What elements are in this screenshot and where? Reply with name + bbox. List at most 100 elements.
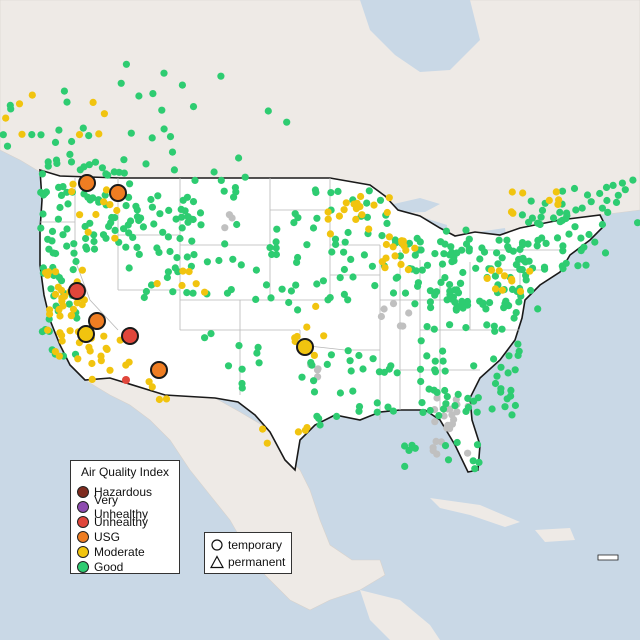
marker-good[interactable] <box>431 250 439 258</box>
marker-good[interactable] <box>473 441 482 449</box>
marker-good[interactable] <box>0 131 7 139</box>
marker-moderate[interactable] <box>519 189 527 197</box>
marker-good[interactable] <box>538 234 546 242</box>
marker-good[interactable] <box>44 162 52 170</box>
marker-moderate[interactable] <box>335 212 343 220</box>
marker-good[interactable] <box>168 148 177 156</box>
marker-moderate[interactable] <box>303 424 311 432</box>
marker-good[interactable] <box>501 403 509 411</box>
marker-good[interactable] <box>291 210 299 218</box>
marker-no-data[interactable] <box>448 420 456 428</box>
marker-good[interactable] <box>188 237 196 245</box>
marker-good[interactable] <box>67 158 76 166</box>
marker-good[interactable] <box>253 349 261 357</box>
marker-good[interactable] <box>360 251 368 259</box>
marker-no-data[interactable] <box>405 309 413 317</box>
marker-moderate[interactable] <box>106 201 114 209</box>
marker-good[interactable] <box>582 261 590 269</box>
marker-good[interactable] <box>104 171 112 179</box>
marker-good[interactable] <box>125 264 133 272</box>
marker-moderate[interactable] <box>509 209 517 217</box>
marker-good[interactable] <box>423 352 431 360</box>
marker-good[interactable] <box>411 300 419 308</box>
marker-good[interactable] <box>426 406 434 415</box>
marker-good[interactable] <box>490 355 498 363</box>
marker-good[interactable] <box>359 365 367 373</box>
marker-good[interactable] <box>135 250 143 258</box>
marker-good[interactable] <box>454 390 462 398</box>
marker-good[interactable] <box>440 250 448 258</box>
marker-good[interactable] <box>63 225 71 233</box>
marker-moderate[interactable] <box>391 252 399 260</box>
marker-good[interactable] <box>437 238 445 246</box>
marker-no-data[interactable] <box>228 214 236 222</box>
marker-good[interactable] <box>538 206 547 214</box>
marker-good[interactable] <box>441 442 450 450</box>
marker-good[interactable] <box>423 261 432 269</box>
marker-moderate[interactable] <box>74 355 82 363</box>
marker-good[interactable] <box>90 231 98 239</box>
marker-moderate[interactable] <box>89 98 97 106</box>
marker-moderate[interactable] <box>86 347 94 355</box>
marker-good[interactable] <box>418 399 426 407</box>
marker-good[interactable] <box>553 234 562 242</box>
marker-good[interactable] <box>333 412 341 420</box>
marker-good[interactable] <box>3 142 12 150</box>
marker-good[interactable] <box>52 249 60 258</box>
marker-good[interactable] <box>472 264 480 272</box>
marker-good[interactable] <box>196 209 205 217</box>
marker-good[interactable] <box>80 190 88 198</box>
marker-good[interactable] <box>60 87 68 95</box>
marker-good[interactable] <box>451 402 459 410</box>
marker-good[interactable] <box>451 298 459 306</box>
marker-good[interactable] <box>512 309 520 317</box>
marker-good[interactable] <box>57 277 66 285</box>
marker-moderate[interactable] <box>340 206 348 214</box>
marker-good[interactable] <box>178 224 186 232</box>
marker-good[interactable] <box>471 465 479 473</box>
marker-good[interactable] <box>267 294 275 302</box>
marker-good[interactable] <box>368 262 376 270</box>
marker-good[interactable] <box>39 191 48 199</box>
marker-moderate[interactable] <box>382 240 390 249</box>
marker-good[interactable] <box>591 238 599 246</box>
marker-moderate[interactable] <box>66 327 74 335</box>
marker-good[interactable] <box>150 220 158 228</box>
marker-good[interactable] <box>313 214 321 222</box>
marker-good[interactable] <box>66 150 74 158</box>
marker-good[interactable] <box>411 444 419 452</box>
marker-good[interactable] <box>7 105 15 113</box>
marker-unhealthy[interactable] <box>68 282 86 300</box>
marker-good[interactable] <box>148 134 156 142</box>
marker-good[interactable] <box>556 218 564 226</box>
marker-good[interactable] <box>133 243 141 251</box>
marker-good[interactable] <box>446 321 454 329</box>
marker-good[interactable] <box>453 438 461 447</box>
marker-good[interactable] <box>173 254 181 262</box>
marker-moderate[interactable] <box>508 188 516 196</box>
marker-good[interactable] <box>80 163 88 171</box>
marker-moderate[interactable] <box>352 215 360 223</box>
marker-moderate[interactable] <box>554 200 562 208</box>
marker-good[interactable] <box>272 238 280 246</box>
marker-good[interactable] <box>316 421 324 429</box>
marker-good[interactable] <box>570 184 579 193</box>
marker-moderate[interactable] <box>545 196 553 204</box>
marker-no-data[interactable] <box>389 300 398 308</box>
marker-good[interactable] <box>238 365 246 373</box>
marker-moderate[interactable] <box>44 271 52 279</box>
marker-good[interactable] <box>37 224 45 232</box>
marker-good[interactable] <box>505 352 513 360</box>
marker-good[interactable] <box>603 196 611 205</box>
marker-good[interactable] <box>163 273 171 282</box>
marker-good[interactable] <box>464 394 472 402</box>
marker-good[interactable] <box>614 191 622 199</box>
marker-good[interactable] <box>493 249 501 257</box>
marker-moderate[interactable] <box>54 283 62 291</box>
marker-no-data[interactable] <box>440 412 448 420</box>
marker-good[interactable] <box>159 228 167 236</box>
marker-good[interactable] <box>433 388 441 396</box>
marker-good[interactable] <box>310 377 318 385</box>
marker-good[interactable] <box>598 204 607 212</box>
marker-good[interactable] <box>135 92 143 100</box>
